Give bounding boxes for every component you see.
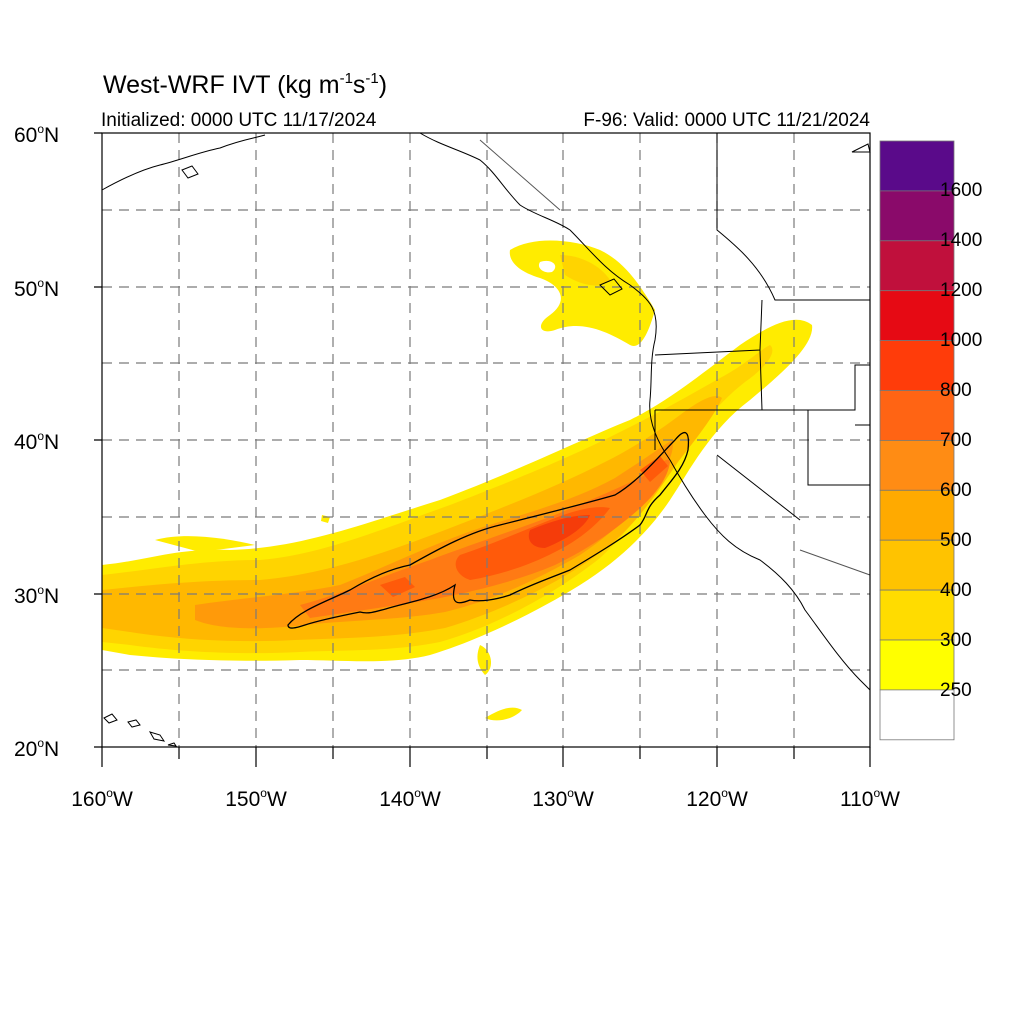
lat-label-20: 20oN	[14, 736, 60, 761]
colorbar-swatch-1400	[879, 190, 955, 242]
colorbar-label-400: 400	[940, 580, 972, 601]
map-title: West-WRF IVT (kg m-1s-1)	[103, 70, 388, 99]
colorbar-swatch-400	[879, 539, 955, 591]
colorbar-swatch-600	[879, 439, 955, 491]
colorbar-label-300: 300	[940, 630, 972, 651]
colorbar-swatch-below	[879, 689, 955, 741]
ivt-colorbar	[879, 140, 955, 741]
lon-label-110w: 110oW	[840, 786, 900, 811]
colorbar-swatch-300	[879, 589, 955, 641]
map-frame	[94, 132, 871, 767]
colorbar-label-600: 600	[940, 480, 972, 501]
colorbar-swatch-500	[879, 489, 955, 541]
lon-label-120w: 120oW	[686, 786, 748, 811]
lat-label-60: 60oN	[14, 122, 60, 147]
colorbar-label-500: 500	[940, 530, 972, 551]
colorbar-swatch-700	[879, 390, 955, 441]
colorbar-label-250: 250	[940, 680, 972, 701]
lon-label-130w: 130oW	[532, 786, 594, 811]
lon-label-160w: 160oW	[71, 786, 133, 811]
political-borders	[479, 133, 871, 576]
colorbar-label-1600: 1600	[940, 180, 983, 201]
colorbar-swatch-1000	[879, 290, 955, 342]
valid-time: F-96: Valid: 0000 UTC 11/21/2024	[583, 110, 870, 131]
ivt-band-800	[528, 515, 590, 548]
ivt-band-600	[300, 459, 670, 618]
ivt-field	[102, 240, 813, 721]
colorbar-label-1400: 1400	[940, 230, 983, 251]
lat-label-30: 30oN	[14, 583, 60, 608]
colorbar-swatch-1600	[879, 140, 955, 192]
ivt-contour-500	[287, 431, 690, 629]
colorbar-swatch-800	[879, 340, 955, 391]
colorbar-label-800: 800	[940, 380, 972, 401]
coastlines	[101, 132, 871, 747]
initialized-time: Initialized: 0000 UTC 11/17/2024	[101, 110, 377, 131]
colorbar-swatch-1200	[879, 240, 955, 292]
lat-label-40: 40oN	[14, 429, 60, 454]
map-gridlines	[102, 133, 870, 747]
lon-label-140w: 140oW	[379, 786, 441, 811]
colorbar-label-1200: 1200	[940, 280, 983, 301]
colorbar-swatch-250	[879, 639, 955, 691]
colorbar-label-700: 700	[940, 430, 972, 451]
colorbar-label-1000: 1000	[940, 330, 983, 351]
ivt-band-300	[102, 345, 773, 654]
lat-label-50: 50oN	[14, 276, 60, 301]
lon-label-150w: 150oW	[225, 786, 287, 811]
